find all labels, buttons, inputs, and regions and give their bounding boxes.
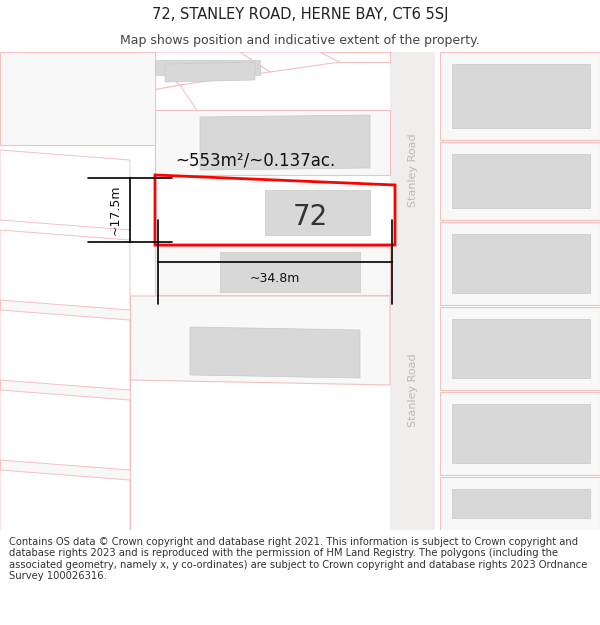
Text: Map shows position and indicative extent of the property.: Map shows position and indicative extent… (120, 34, 480, 47)
Polygon shape (452, 64, 590, 128)
Polygon shape (240, 52, 340, 72)
Text: 72, STANLEY ROAD, HERNE BAY, CT6 5SJ: 72, STANLEY ROAD, HERNE BAY, CT6 5SJ (152, 7, 448, 22)
Polygon shape (452, 404, 590, 463)
Polygon shape (140, 52, 270, 85)
Text: Stanley Road: Stanley Road (407, 353, 418, 427)
Polygon shape (452, 489, 590, 518)
Polygon shape (0, 230, 130, 310)
Polygon shape (0, 310, 130, 390)
Polygon shape (100, 85, 200, 130)
Text: ~17.5m: ~17.5m (109, 185, 122, 235)
Polygon shape (265, 190, 370, 235)
Polygon shape (452, 234, 590, 293)
Polygon shape (0, 390, 130, 470)
Polygon shape (155, 246, 390, 295)
Text: ~553m²/~0.137ac.: ~553m²/~0.137ac. (175, 151, 335, 169)
Polygon shape (130, 296, 390, 385)
Polygon shape (155, 175, 395, 245)
Polygon shape (390, 52, 435, 530)
Polygon shape (0, 296, 130, 530)
Text: Stanley Road: Stanley Road (407, 133, 418, 207)
Text: 72: 72 (292, 203, 328, 231)
Polygon shape (320, 52, 390, 62)
Polygon shape (0, 150, 130, 230)
Polygon shape (440, 307, 600, 390)
Polygon shape (440, 52, 600, 140)
Polygon shape (440, 392, 600, 475)
Polygon shape (155, 60, 260, 75)
Polygon shape (0, 52, 100, 100)
Polygon shape (0, 52, 155, 145)
Text: ~34.8m: ~34.8m (250, 272, 300, 285)
Polygon shape (220, 252, 360, 292)
Polygon shape (440, 142, 600, 220)
Polygon shape (440, 222, 600, 305)
Polygon shape (452, 319, 590, 378)
Polygon shape (0, 470, 130, 550)
Polygon shape (0, 100, 70, 145)
Polygon shape (200, 115, 370, 170)
Text: Contains OS data © Crown copyright and database right 2021. This information is : Contains OS data © Crown copyright and d… (9, 537, 587, 581)
Polygon shape (440, 477, 600, 530)
Polygon shape (452, 154, 590, 208)
Polygon shape (165, 62, 255, 82)
Polygon shape (30, 100, 135, 145)
Polygon shape (155, 110, 390, 175)
Polygon shape (190, 327, 360, 378)
Polygon shape (60, 52, 180, 100)
